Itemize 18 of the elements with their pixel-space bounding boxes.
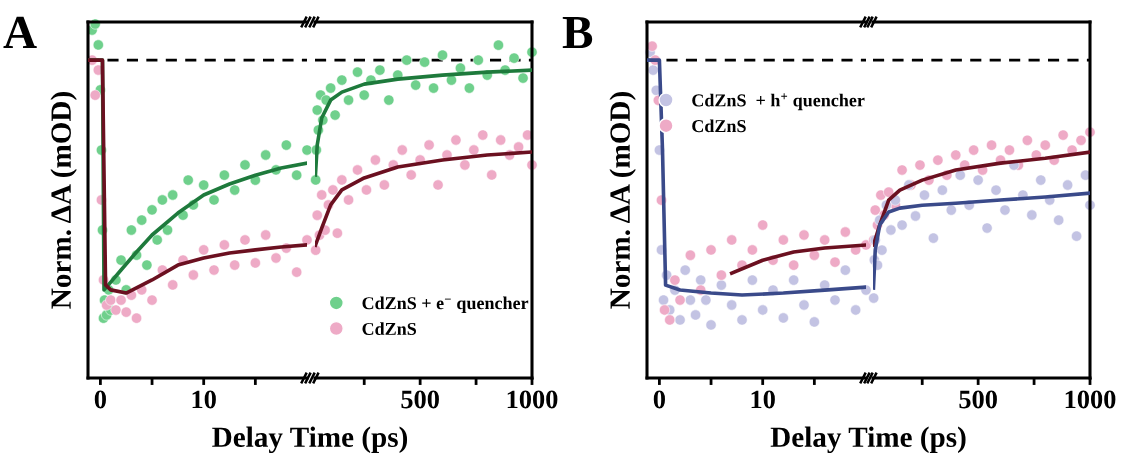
y-axis-title: Norm. ΔA (mOD) — [50, 92, 77, 309]
x-tick-label: 1000 — [1065, 390, 1116, 409]
x-axis-title: Delay Time (ps) — [770, 426, 966, 454]
legend-label: CdZnS — [692, 119, 746, 133]
legend-label: CdZnS — [362, 322, 417, 336]
x-tick-label: 500 — [401, 390, 439, 409]
x-tick-label: 10 — [192, 390, 216, 409]
x-tick-label: 500 — [959, 390, 997, 409]
x-tick-label: 1000 — [507, 390, 558, 409]
x-tick-label: 10 — [751, 390, 775, 409]
x-tick-label: 0 — [653, 390, 665, 409]
y-axis-title: Norm. ΔA (mOD) — [609, 92, 636, 309]
legend-label: CdZnS + h$^{+}$ quencher — [692, 93, 865, 111]
text: B — [562, 17, 593, 49]
text: A — [3, 16, 37, 48]
legend-label: CdZnS + e$^{−}$ quencher — [362, 296, 529, 313]
x-tick-label: 0 — [94, 390, 106, 409]
x-axis-title: Delay Time (ps) — [212, 426, 408, 454]
